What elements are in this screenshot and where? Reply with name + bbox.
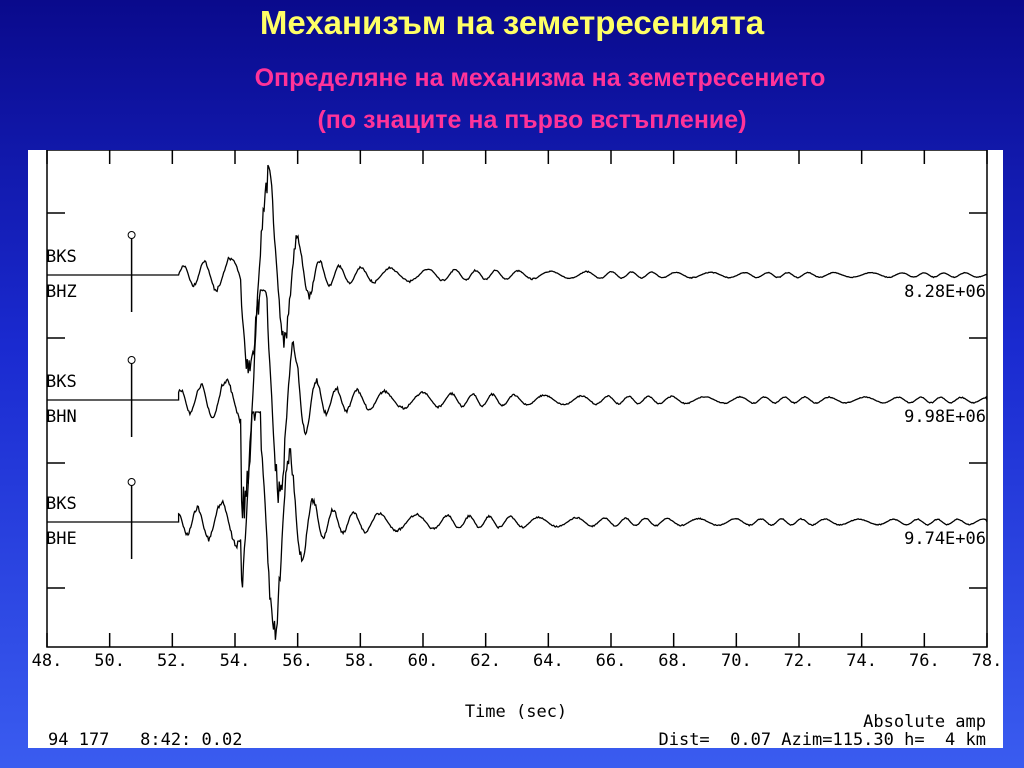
amplitude-label: 8.28E+06 — [904, 282, 986, 302]
x-tick-label: 70. — [721, 651, 752, 671]
x-tick-label: 50. — [94, 651, 125, 671]
station-label: BKS — [46, 247, 77, 267]
slide-title: Механизъм на земетресенията — [259, 4, 765, 41]
x-tick-label: 54. — [220, 651, 251, 671]
x-tick-label: 76. — [909, 651, 940, 671]
pick-marker-head — [127, 231, 136, 239]
pick-marker-head — [127, 478, 136, 486]
seismogram-panel: 48. 50. 52. 54. 56. 58. 60. 62. 64. 66. 68. 70. 72. 7… — [28, 150, 1003, 748]
channel-label: BHE — [46, 529, 77, 549]
annotation: Absolute amp — [863, 712, 986, 732]
x-tick-label: 60. — [408, 651, 439, 671]
station-label: BKS — [46, 372, 77, 392]
amplitude-label: 9.74E+06 — [904, 529, 986, 549]
waveform — [47, 289, 988, 519]
waveform — [47, 410, 988, 640]
channel-label: BHN — [46, 407, 77, 427]
amplitude-label: 9.98E+06 — [904, 407, 986, 427]
panel-background — [28, 150, 1003, 748]
x-tick-label: 64. — [533, 651, 564, 671]
x-tick-label: 58. — [345, 651, 376, 671]
x-tick-label: 74. — [846, 651, 877, 671]
subtitle-line: (по знаците на първо встъпление) — [317, 106, 747, 134]
x-tick-label: 68. — [658, 651, 689, 671]
x-tick-label: 52. — [157, 651, 188, 671]
footer-left: 94 177 8:42: 0.02 — [48, 730, 242, 748]
x-tick-label: 66. — [596, 651, 627, 671]
x-tick-label: 72. — [784, 651, 815, 671]
x-tick-label: 56. — [282, 651, 313, 671]
x-axis-label: Time (sec) — [465, 702, 567, 722]
footer-right: Dist= 0.07 Azim=115.30 h= 4 km — [658, 730, 986, 748]
x-tick-label: 62. — [470, 651, 501, 671]
x-tick-label: 78. — [972, 651, 1003, 671]
subtitle-line: Определяне на механизма на земетресениет… — [254, 64, 826, 92]
channel-label: BHZ — [46, 282, 77, 302]
pick-marker-head — [127, 356, 136, 364]
waveform — [47, 164, 988, 374]
x-tick-label: 48. — [32, 651, 63, 671]
station-label: BKS — [46, 494, 77, 514]
